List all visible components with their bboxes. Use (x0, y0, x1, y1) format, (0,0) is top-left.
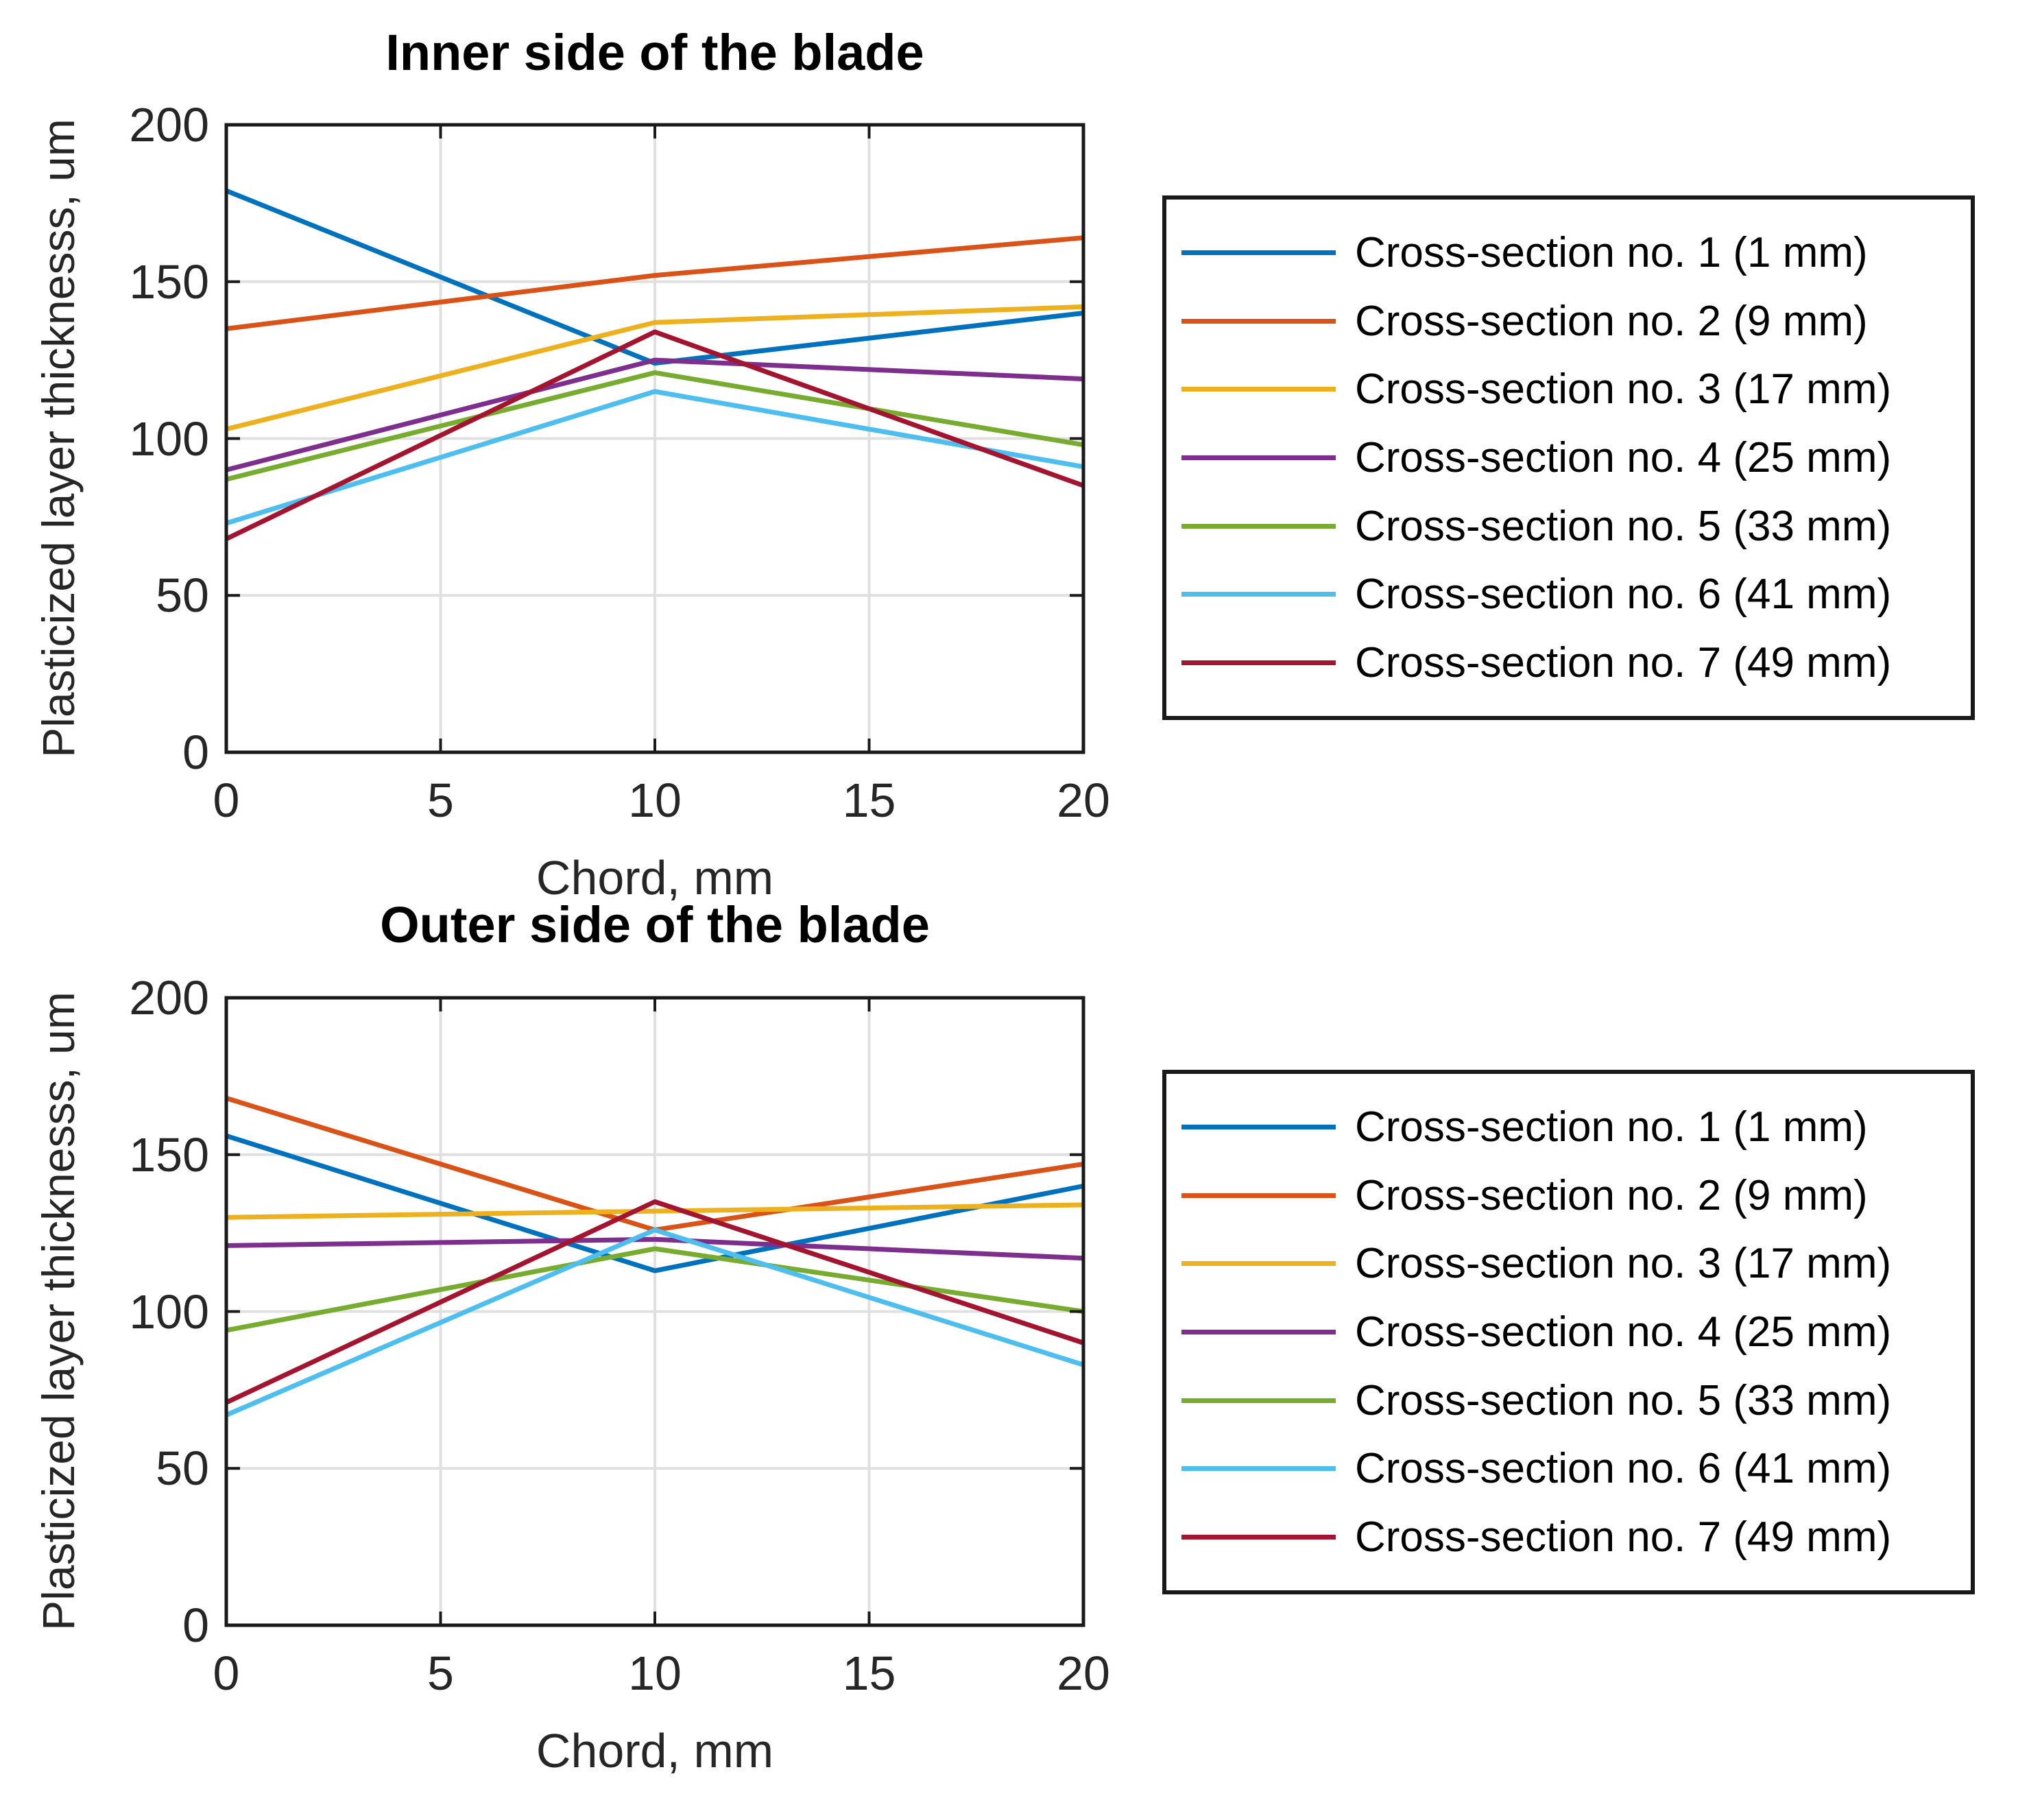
y-tick-label: 100 (129, 411, 209, 466)
chart1-legend: Cross-section no. 1 (1 mm) Cross-section … (1162, 195, 1975, 720)
series-line-6 (225, 389, 1084, 526)
legend-line-swatch (1181, 1261, 1336, 1267)
legend-line-swatch (1181, 1466, 1336, 1472)
legend-item-label: Cross-section no. 3 (17 mm) (1355, 1240, 1892, 1288)
legend-line-swatch (1181, 250, 1336, 256)
series-line-5 (226, 1246, 1084, 1333)
legend-line-swatch (1181, 387, 1336, 392)
series-line-7 (225, 329, 1085, 542)
legend-line-swatch (1181, 1534, 1336, 1540)
legend-item-label: Cross-section no. 1 (1 mm) (1355, 229, 1868, 277)
legend-item-1: Cross-section no. 1 (1 mm) (1166, 226, 1971, 280)
x-tick-label: 20 (1057, 1647, 1110, 1700)
legend-item-6: Cross-section no. 6 (41 mm) (1166, 1441, 1971, 1496)
x-tick-label: 5 (427, 774, 454, 827)
legend-item-4: Cross-section no. 4 (25 mm) (1166, 430, 1971, 485)
legend-item-7: Cross-section no. 7 (49 mm) (1166, 635, 1971, 690)
y-tick-label: 100 (129, 1284, 209, 1339)
y-tick-label: 0 (182, 726, 209, 779)
series-line-4 (226, 1236, 1084, 1261)
legend-item-label: Cross-section no. 2 (9 mm) (1355, 1171, 1868, 1219)
legend-item-label: Cross-section no. 2 (9 mm) (1355, 297, 1868, 345)
series-line-3 (226, 304, 1084, 432)
legend-item-label: Cross-section no. 5 (33 mm) (1355, 502, 1892, 550)
series-line-1 (225, 1133, 1084, 1273)
y-tick-label: 150 (129, 1127, 209, 1182)
legend-item-label: Cross-section no. 3 (17 mm) (1355, 366, 1892, 414)
chart2-x-axis-label: Chord, mm (536, 1724, 774, 1777)
legend-line-swatch (1181, 660, 1336, 665)
legend-item-label: Cross-section no. 6 (41 mm) (1355, 1445, 1892, 1493)
legend-line-swatch (1181, 1193, 1336, 1198)
legend-item-4: Cross-section no. 4 (25 mm) (1166, 1304, 1971, 1359)
legend-line-swatch (1181, 1125, 1336, 1130)
legend-item-2: Cross-section no. 2 (9 mm) (1166, 1168, 1971, 1223)
legend-line-swatch (1181, 592, 1336, 597)
series-line-7 (225, 1199, 1085, 1405)
chart1-x-axis-label: Chord, mm (536, 851, 774, 905)
x-tick-label: 5 (427, 1647, 454, 1700)
series-line-4 (226, 357, 1084, 472)
legend-item-label: Cross-section no. 7 (49 mm) (1355, 1513, 1892, 1561)
y-tick-label: 50 (156, 568, 209, 623)
x-tick-label: 0 (213, 774, 240, 827)
legend-line-swatch (1181, 455, 1336, 460)
legend-item-label: Cross-section no. 4 (25 mm) (1355, 1308, 1892, 1356)
legend-item-6: Cross-section no. 6 (41 mm) (1166, 567, 1971, 622)
chart2-title: Outer side of the blade (380, 896, 930, 953)
y-tick-label: 50 (156, 1441, 209, 1496)
legend-item-label: Cross-section no. 4 (25 mm) (1355, 433, 1892, 481)
series-line-3 (226, 1202, 1084, 1220)
legend-item-label: Cross-section no. 7 (49 mm) (1355, 638, 1892, 686)
legend-item-7: Cross-section no. 7 (49 mm) (1166, 1509, 1971, 1564)
chart1-title: Inner side of the blade (385, 24, 924, 81)
legend-item-3: Cross-section no. 3 (17 mm) (1166, 362, 1971, 417)
legend-item-5: Cross-section no. 5 (33 mm) (1166, 499, 1971, 553)
x-tick-label: 20 (1057, 774, 1110, 827)
legend-line-swatch (1181, 318, 1336, 324)
legend-line-swatch (1181, 1398, 1336, 1403)
y-tick-label: 0 (182, 1599, 209, 1652)
legend-item-label: Cross-section no. 6 (41 mm) (1355, 571, 1892, 619)
x-tick-label: 15 (842, 1647, 896, 1700)
x-tick-label: 10 (628, 774, 682, 827)
legend-item-2: Cross-section no. 2 (9 mm) (1166, 294, 1971, 348)
series-line-5 (226, 370, 1084, 482)
legend-line-swatch (1181, 523, 1336, 529)
x-tick-label: 15 (842, 774, 896, 827)
legend-line-swatch (1181, 1329, 1336, 1334)
series-line-6 (225, 1228, 1085, 1417)
series-line-2 (226, 235, 1084, 331)
legend-item-3: Cross-section no. 3 (17 mm) (1166, 1236, 1971, 1291)
x-tick-label: 10 (628, 1647, 682, 1700)
legend-item-label: Cross-section no. 5 (33 mm) (1355, 1376, 1892, 1424)
legend-item-5: Cross-section no. 5 (33 mm) (1166, 1373, 1971, 1428)
x-tick-label: 0 (213, 1647, 240, 1700)
y-tick-label: 200 (129, 971, 209, 1025)
y-tick-label: 200 (129, 98, 209, 152)
chart2-legend: Cross-section no. 1 (1 mm) Cross-section … (1162, 1070, 1975, 1594)
y-tick-label: 150 (129, 254, 209, 309)
legend-item-label: Cross-section no. 1 (1 mm) (1355, 1103, 1868, 1151)
legend-item-1: Cross-section no. 1 (1 mm) (1166, 1100, 1971, 1155)
series-line-1 (225, 188, 1084, 366)
